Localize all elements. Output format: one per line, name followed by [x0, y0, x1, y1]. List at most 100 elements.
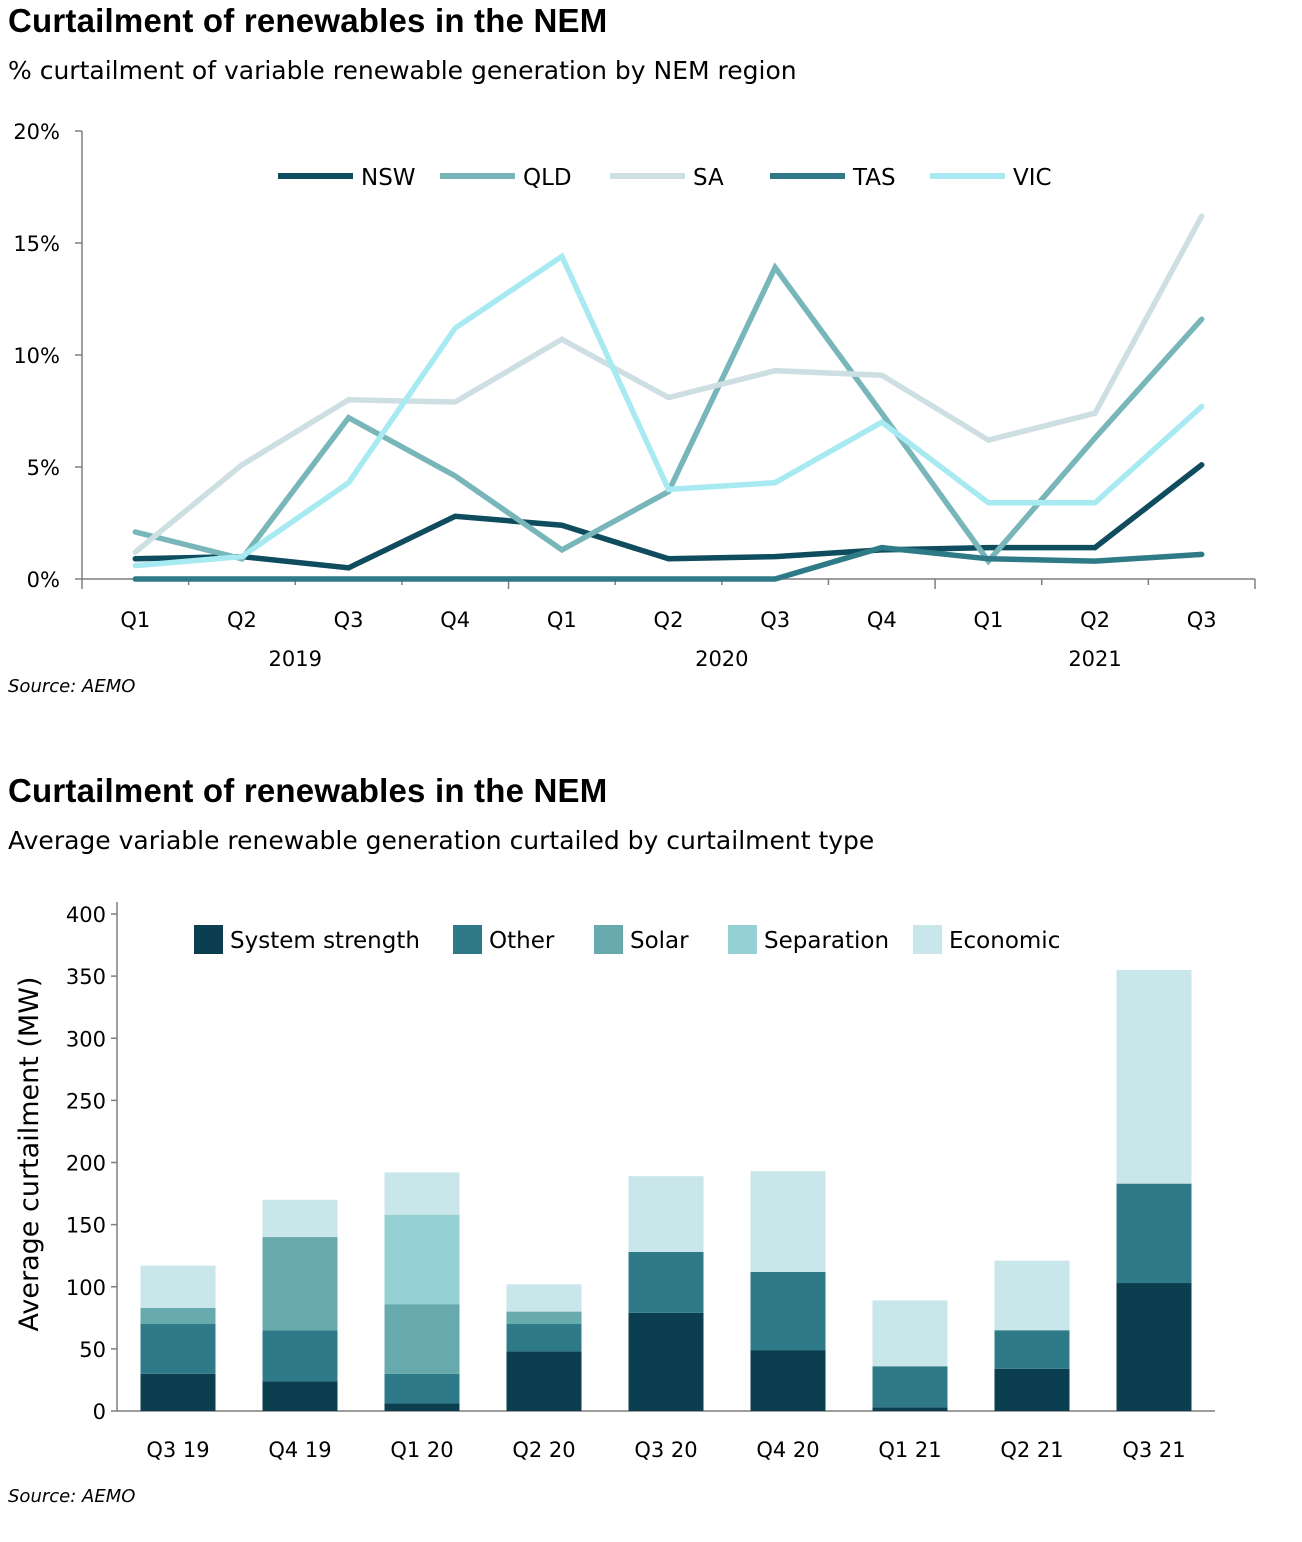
x-tick-label: Q2 21: [1000, 1438, 1063, 1462]
legend-swatch: [728, 925, 757, 954]
y-tick-label: 100: [66, 1276, 106, 1300]
x-group-label: 2019: [269, 647, 322, 671]
x-tick-label: Q4: [867, 608, 897, 632]
bar-segment-other: [506, 1324, 582, 1352]
legend-item-tas: TAS: [770, 165, 896, 191]
bar-segment-economic: [140, 1265, 216, 1308]
y-tick-label: 0%: [27, 568, 60, 592]
bar-segment-economic: [1116, 969, 1192, 1184]
legend-label: Other: [489, 928, 555, 954]
bar-segment-economic: [872, 1300, 948, 1367]
legend-swatch: [453, 925, 482, 954]
legend-label: TAS: [852, 165, 896, 191]
legend-item-system-strength: System strength: [194, 925, 420, 954]
bar-segment-solar: [506, 1311, 582, 1325]
y-tick-label: 200: [66, 1152, 106, 1176]
x-tick-label: Q3: [760, 608, 790, 632]
series-line-sa: [132, 213, 1205, 555]
legend-label: VIC: [1013, 165, 1052, 191]
bar-chart-title: Curtailment of renewables in the NEM: [8, 772, 608, 809]
y-tick-label: 5%: [27, 456, 60, 480]
x-tick-label: Q1: [120, 608, 150, 632]
bar-segment-system-strength: [506, 1351, 582, 1411]
bar-segment-other: [750, 1271, 826, 1351]
x-tick-label: Q2: [227, 608, 257, 632]
legend-label: System strength: [230, 928, 420, 954]
bar-segment-solar: [384, 1304, 460, 1374]
bar-segment-system-strength: [872, 1407, 948, 1411]
x-tick-label: Q3 20: [634, 1438, 697, 1462]
bar-segment-solar: [140, 1307, 216, 1325]
bar-segment-economic: [750, 1171, 826, 1272]
bar-chart-subtitle: Average variable renewable generation cu…: [8, 826, 875, 855]
line-chart-source: Source: AEMO: [8, 676, 136, 697]
x-tick-label: Q3: [1187, 608, 1217, 632]
legend-swatch: [594, 925, 623, 954]
line-chart-title: Curtailment of renewables in the NEM: [8, 2, 608, 39]
bar-segment-other: [262, 1330, 338, 1382]
bar-segment-system-strength: [384, 1403, 460, 1411]
legend-item-economic: Economic: [913, 925, 1060, 954]
y-tick-label: 20%: [13, 120, 60, 144]
x-tick-label: Q4 19: [268, 1438, 331, 1462]
x-tick-label: Q1 20: [390, 1438, 453, 1462]
bar-chart-source: Source: AEMO: [8, 1486, 136, 1507]
legend-label: Separation: [764, 928, 889, 954]
legend-label: QLD: [523, 165, 572, 191]
x-tick-label: Q3: [334, 608, 364, 632]
legend-item-solar: Solar: [594, 925, 689, 954]
legend-swatch: [913, 925, 942, 954]
y-axis-label: Average curtailment (MW): [14, 977, 45, 1332]
x-tick-label: Q2 20: [512, 1438, 575, 1462]
bar-segment-economic: [384, 1172, 460, 1215]
legend-item-qld: QLD: [440, 165, 572, 191]
bar-segment-separation: [384, 1214, 460, 1305]
x-tick-label: Q2: [1080, 608, 1110, 632]
legend-item-vic: VIC: [930, 165, 1052, 191]
bar-segment-economic: [994, 1260, 1070, 1331]
x-tick-label: Q1: [547, 608, 577, 632]
bar-segment-solar: [262, 1237, 338, 1331]
y-tick-label: 50: [79, 1338, 106, 1362]
legend-item-nsw: NSW: [278, 165, 416, 191]
legend-label: Economic: [949, 928, 1060, 954]
x-tick-label: Q1: [973, 608, 1003, 632]
x-group-label: 2021: [1068, 647, 1121, 671]
bar-segment-other: [628, 1251, 704, 1313]
bar-segment-other: [140, 1324, 216, 1374]
legend-item-separation: Separation: [728, 925, 889, 954]
x-tick-label: Q2: [654, 608, 684, 632]
bar-segment-other: [384, 1373, 460, 1404]
legend-label: SA: [693, 165, 724, 191]
y-tick-label: 400: [66, 903, 106, 927]
legend-label: Solar: [630, 928, 689, 954]
x-tick-label: Q1 21: [878, 1438, 941, 1462]
y-tick-label: 300: [66, 1027, 106, 1051]
legend-item-sa: SA: [610, 165, 724, 191]
bar-segment-other: [1116, 1183, 1192, 1284]
x-tick-label: Q3 21: [1122, 1438, 1185, 1462]
line-chart-subtitle: % curtailment of variable renewable gene…: [8, 56, 797, 85]
x-tick-label: Q4: [440, 608, 470, 632]
y-tick-label: 150: [66, 1214, 106, 1238]
bar-segment-other: [872, 1366, 948, 1408]
bar-segment-economic: [628, 1176, 704, 1252]
series-line-tas: [132, 544, 1205, 582]
bar-segment-economic: [506, 1284, 582, 1312]
x-tick-label: Q4 20: [756, 1438, 819, 1462]
y-tick-label: 15%: [13, 232, 60, 256]
series-line-nsw: [132, 462, 1205, 571]
x-tick-label: Q3 19: [146, 1438, 209, 1462]
bar-segment-system-strength: [628, 1312, 704, 1411]
bar-segment-system-strength: [262, 1381, 338, 1411]
bar-segment-system-strength: [750, 1350, 826, 1411]
y-tick-label: 10%: [13, 344, 60, 368]
y-tick-label: 250: [66, 1089, 106, 1113]
bar-segment-other: [994, 1330, 1070, 1369]
x-group-label: 2020: [695, 647, 748, 671]
bar-segment-system-strength: [994, 1368, 1070, 1411]
bar-segment-system-strength: [140, 1373, 216, 1411]
y-tick-label: 350: [66, 965, 106, 989]
y-tick-label: 0: [93, 1400, 106, 1424]
